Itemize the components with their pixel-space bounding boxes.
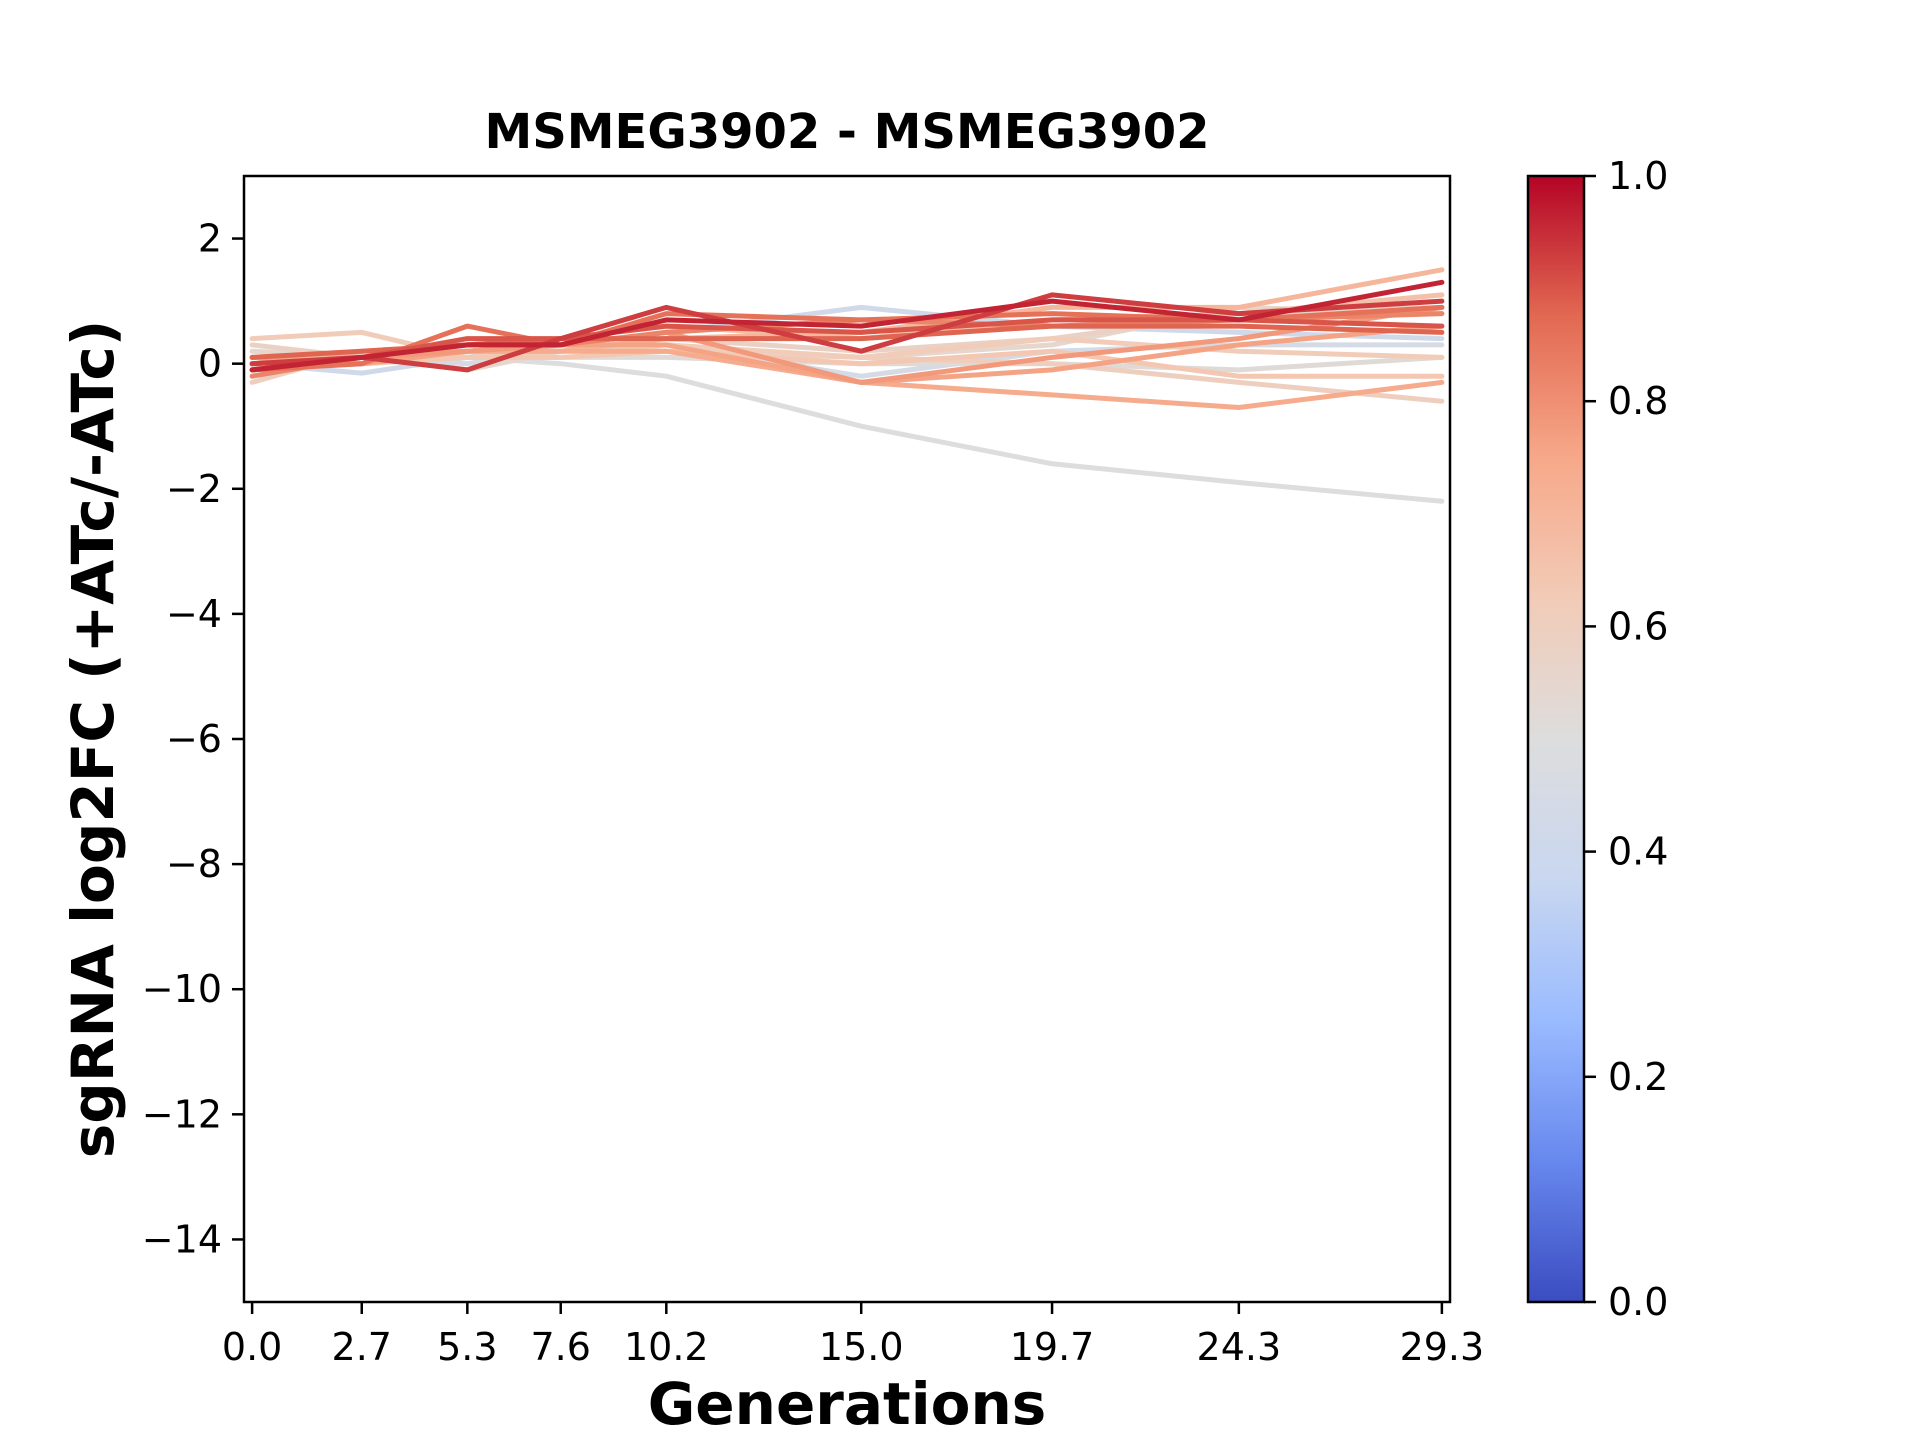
x-tick-label: 29.3	[1400, 1325, 1485, 1369]
colorbar-tick-label: 0.8	[1608, 379, 1668, 423]
series-layer	[249, 267, 1445, 504]
x-tick-label: 15.0	[819, 1325, 904, 1369]
colorbar-tick-label: 0.0	[1608, 1280, 1668, 1324]
y-axis: 2 0 −2 −4 −6 −8 −10 −12 −14	[142, 217, 244, 1261]
x-axis: 0.0 2.7 5.3 7.6 10.2 15.0 19.7 24.3 29.3	[222, 1302, 1484, 1369]
x-tick-label: 0.0	[222, 1325, 282, 1369]
colorbar-tick-label: 1.0	[1608, 154, 1668, 198]
y-tick-label: −8	[166, 842, 222, 886]
x-tick-label: 24.3	[1197, 1325, 1282, 1369]
y-axis-label: sgRNA log2FC (+ATc/-ATc)	[59, 320, 127, 1158]
series-line	[249, 292, 1445, 373]
x-axis-label: Generations	[648, 1370, 1047, 1438]
x-tick-label: 10.2	[624, 1325, 709, 1369]
x-tick-label: 2.7	[332, 1325, 392, 1369]
colorbar-tick-label: 0.4	[1608, 830, 1668, 874]
chart-title: MSMEG3902 - MSMEG3902	[484, 104, 1209, 160]
colorbar	[1526, 174, 1586, 1304]
y-tick-label: 0	[198, 342, 222, 386]
y-tick-label: −14	[142, 1217, 222, 1261]
colorbar-tick-label: 0.6	[1608, 604, 1668, 648]
y-tick-label: −2	[166, 467, 222, 511]
y-tick-label: −4	[166, 592, 222, 636]
y-tick-label: −10	[142, 967, 222, 1011]
y-tick-label: 2	[198, 217, 222, 261]
colorbar-ticks: 0.0 0.2 0.4 0.6 0.8 1.0	[1584, 154, 1668, 1324]
x-tick-label: 19.7	[1010, 1325, 1095, 1369]
series-line	[249, 279, 1445, 373]
x-tick-label: 5.3	[437, 1325, 497, 1369]
y-tick-label: −6	[166, 717, 222, 761]
x-tick-label: 7.6	[531, 1325, 591, 1369]
colorbar-tick-label: 0.2	[1608, 1055, 1668, 1099]
y-tick-label: −12	[142, 1092, 222, 1136]
